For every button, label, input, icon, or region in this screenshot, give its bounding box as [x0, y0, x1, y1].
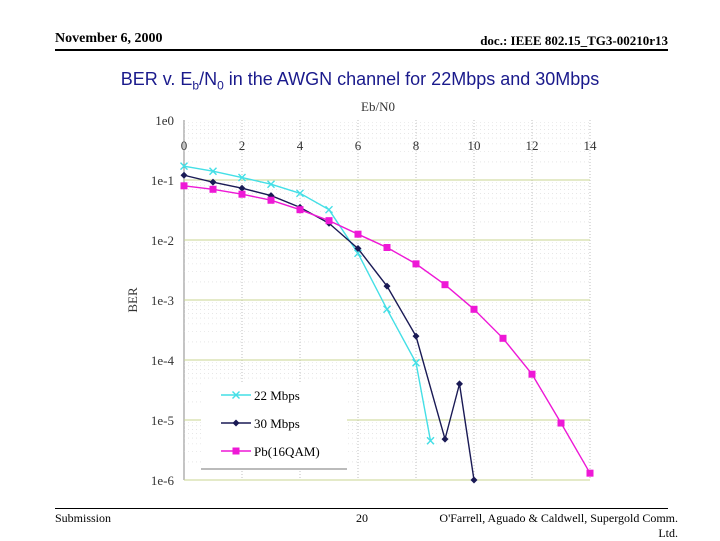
- data-point: [296, 206, 304, 214]
- chart-legend: 22 Mbps 30 Mbps Pb(16QAM): [201, 383, 347, 470]
- legend-item: 22 Mbps: [221, 388, 300, 403]
- legend-item: Pb(16QAM): [221, 444, 320, 459]
- data-point: [209, 185, 217, 193]
- data-point: [238, 173, 246, 182]
- data-point: [232, 419, 240, 427]
- x-tick-label: 8: [413, 138, 420, 153]
- footer-submission: Submission: [55, 511, 112, 525]
- slide-title: BER v. Eb/N0 in the AWGN channel for 22M…: [0, 69, 720, 93]
- data-point: [441, 435, 449, 443]
- data-point: [383, 243, 391, 251]
- data-point: [586, 469, 594, 477]
- x-tick-label: 10: [468, 138, 481, 153]
- x-tick-label: 0: [181, 138, 188, 153]
- title-sub-b: b: [192, 78, 200, 93]
- data-point: [180, 182, 188, 190]
- header-divider: [55, 49, 668, 51]
- data-point: [499, 334, 507, 342]
- data-point: [383, 282, 391, 290]
- series-22-mbps: [180, 162, 435, 445]
- header-date: November 6, 2000: [55, 31, 163, 46]
- footer-authors: O'Farrell, Aguado & Caldwell, Supergold …: [439, 511, 678, 540]
- data-point: [267, 196, 275, 204]
- header-doc-id: doc.: IEEE 802.15_TG3-00210r13: [480, 33, 668, 48]
- legend-label: 22 Mbps: [254, 388, 300, 403]
- legend-label: Pb(16QAM): [254, 444, 320, 459]
- series-line: [183, 165, 432, 441]
- data-point: [426, 436, 435, 445]
- data-point: [470, 305, 478, 313]
- y-axis-label: BER: [125, 287, 140, 313]
- y-tick-label: 1e-5: [151, 413, 174, 428]
- x-axis-label: Eb/N0: [361, 99, 395, 114]
- data-point: [232, 391, 240, 399]
- y-tick-label: 1e-4: [151, 353, 175, 368]
- legend-item: 30 Mbps: [221, 416, 300, 431]
- data-point: [456, 380, 463, 388]
- data-point: [412, 358, 420, 367]
- data-point: [238, 190, 246, 198]
- x-tick-label: 2: [239, 138, 246, 153]
- title-suffix: in the AWGN channel for 22Mbps and 30Mbp…: [223, 69, 600, 89]
- data-point: [209, 178, 217, 186]
- data-point: [296, 189, 304, 198]
- data-point: [354, 245, 362, 253]
- data-point: [325, 217, 333, 225]
- x-tick-label: 6: [355, 138, 362, 153]
- axis-ticks: 0 2 4 6 8 10 12 14 1e0 1e-1 1e-2 1e-3 1e-4 1e-5 1e-6: [151, 113, 597, 488]
- data-point: [557, 419, 565, 427]
- x-tick-label: 14: [584, 138, 598, 153]
- data-point: [325, 205, 333, 214]
- data-point: [412, 260, 420, 268]
- data-point: [412, 332, 420, 340]
- y-tick-label: 1e-6: [151, 473, 175, 488]
- legend-label: 30 Mbps: [254, 416, 300, 431]
- y-tick-label: 1e0: [155, 113, 174, 128]
- data-point: [267, 180, 275, 189]
- footer-page-number: 20: [356, 511, 368, 525]
- x-tick-label: 12: [526, 138, 539, 153]
- data-point: [470, 476, 478, 484]
- title-mid: /N: [199, 69, 218, 89]
- data-point: [209, 167, 217, 176]
- data-point: [232, 447, 240, 455]
- x-tick-label: 4: [297, 138, 304, 153]
- data-point: [383, 305, 391, 314]
- data-point: [238, 184, 246, 192]
- title-prefix: BER v. E: [120, 69, 193, 89]
- data-point: [441, 281, 449, 289]
- chart-series: [180, 162, 594, 484]
- data-point: [180, 162, 188, 171]
- footer-divider: [55, 508, 668, 509]
- series-pb-16qam-: [180, 182, 594, 477]
- title-sub-0: 0: [217, 78, 224, 93]
- data-point: [354, 230, 362, 238]
- y-tick-label: 1e-3: [151, 293, 174, 308]
- legend-box: [201, 383, 347, 469]
- y-tick-label: 1e-1: [151, 173, 174, 188]
- data-point: [528, 370, 536, 378]
- data-point: [180, 171, 188, 179]
- y-tick-label: 1e-2: [151, 233, 174, 248]
